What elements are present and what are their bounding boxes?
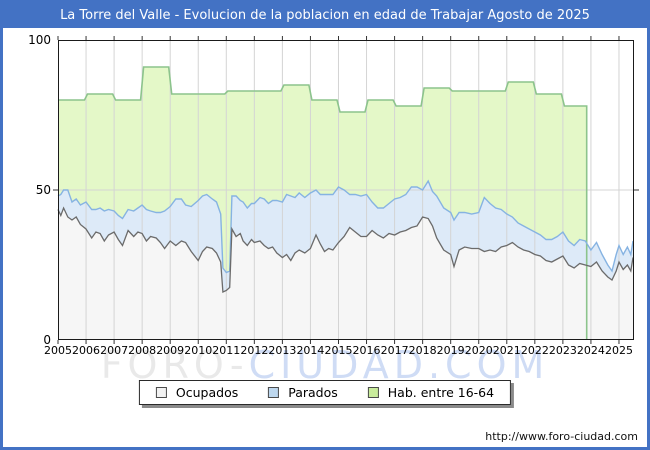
watermark: FORO-CIUDAD.COM: [3, 343, 647, 387]
hab16-64-swatch-icon: [367, 387, 379, 398]
watermark-ciudad: CIUDAD.COM: [248, 343, 550, 387]
watermark-foro: FORO-: [100, 343, 249, 387]
legend-label-hab16-64: Hab. entre 16-64: [387, 385, 495, 400]
x-tick-label: 2016: [352, 344, 381, 357]
ocupados-swatch-icon: [155, 387, 167, 398]
x-tick-label: 2022: [520, 344, 549, 357]
website-link[interactable]: http://www.foro-ciudad.com: [485, 430, 638, 443]
x-tick-label: 2005: [44, 344, 72, 357]
series-hab16-64-line: [58, 66, 588, 340]
x-tick-label: 2015: [324, 344, 353, 357]
x-tick-label: 2014: [296, 344, 325, 357]
x-tick-label: 2007: [100, 344, 129, 357]
series-ocupados-line: [57, 206, 634, 293]
plot-border: [58, 40, 634, 340]
chart-title: La Torre del Valle - Evolucion de la pob…: [3, 3, 647, 28]
legend-item-hab16-64: Hab. entre 16-64: [367, 385, 495, 400]
series-ocupados-area: [58, 208, 633, 340]
x-tick-label: 2023: [548, 344, 577, 357]
y-tick-label: 100: [28, 33, 51, 47]
legend-item-parados: Parados: [268, 385, 338, 400]
x-tick-label: 2019: [436, 344, 465, 357]
x-tick-label: 2013: [268, 344, 297, 357]
y-tick-label: 50: [35, 183, 51, 197]
chart-plot: [53, 36, 639, 344]
legend-label-parados: Parados: [288, 385, 338, 400]
x-tick-label: 2011: [212, 344, 241, 357]
y-tick-label: 0: [43, 333, 51, 347]
legend-item-ocupados: Ocupados: [155, 385, 239, 400]
x-tick-label: 2009: [156, 344, 185, 357]
x-tick-label: 2006: [72, 344, 101, 357]
x-tick-label: 2017: [380, 344, 409, 357]
x-tick-label: 2021: [492, 344, 521, 357]
x-tick-label: 2025: [604, 344, 633, 357]
x-tick-label: 2012: [240, 344, 269, 357]
x-tick-label: 2020: [464, 344, 493, 357]
legend-label-ocupados: Ocupados: [175, 385, 239, 400]
series-parados-line: [57, 179, 634, 274]
parados-swatch-icon: [268, 387, 280, 398]
x-tick-label: 2018: [408, 344, 437, 357]
x-tick-label: 2010: [184, 344, 213, 357]
legend: Ocupados Parados Hab. entre 16-64: [138, 380, 512, 405]
x-tick-label: 2024: [576, 344, 605, 357]
x-tick-label: 2008: [128, 344, 157, 357]
